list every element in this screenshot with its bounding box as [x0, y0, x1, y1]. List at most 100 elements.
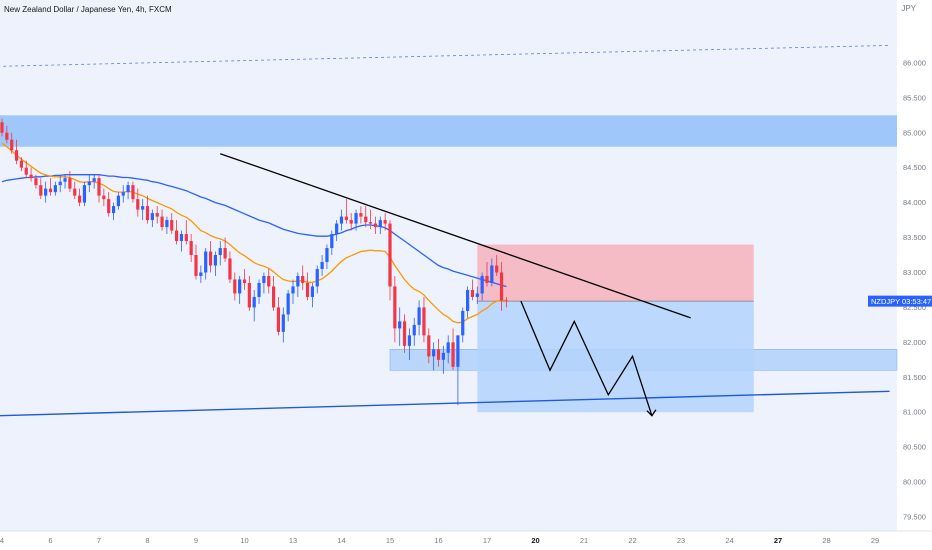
candle-body[interactable]	[262, 275, 266, 283]
candle-body[interactable]	[349, 220, 353, 224]
candle-body[interactable]	[466, 289, 470, 311]
candle-body[interactable]	[291, 286, 295, 294]
candle-body[interactable]	[286, 293, 290, 315]
candle-body[interactable]	[19, 160, 23, 168]
candle-body[interactable]	[223, 248, 227, 259]
candle-body[interactable]	[228, 258, 232, 280]
candle-body[interactable]	[63, 178, 67, 182]
candle-body[interactable]	[34, 178, 38, 186]
candle-body[interactable]	[150, 213, 154, 221]
candle-body[interactable]	[175, 230, 179, 242]
candle-body[interactable]	[310, 286, 314, 297]
candle-body[interactable]	[276, 307, 281, 332]
candle-body[interactable]	[378, 220, 382, 228]
candle-body[interactable]	[145, 206, 150, 221]
candle-body[interactable]	[78, 195, 82, 203]
candle-body[interactable]	[58, 181, 62, 186]
candle-body[interactable]	[485, 275, 489, 283]
candle-body[interactable]	[87, 181, 91, 186]
candle-body[interactable]	[436, 349, 441, 360]
candle-body[interactable]	[247, 282, 251, 308]
candle-body[interactable]	[199, 272, 203, 276]
candle-body[interactable]	[92, 178, 96, 182]
candle-body[interactable]	[504, 300, 508, 302]
candle-body[interactable]	[126, 185, 130, 193]
ema-slow-line[interactable]	[1, 174, 507, 288]
candle-body[interactable]	[68, 178, 72, 189]
candle-body[interactable]	[296, 275, 300, 287]
candle-body[interactable]	[208, 251, 213, 266]
candle-body[interactable]	[24, 167, 28, 175]
candle-body[interactable]	[402, 321, 407, 346]
candle-body[interactable]	[490, 265, 494, 283]
candle-body[interactable]	[369, 222, 373, 224]
candle-body[interactable]	[179, 234, 184, 242]
candle-body[interactable]	[393, 286, 397, 329]
candle-body[interactable]	[388, 223, 392, 287]
candle-body[interactable]	[160, 216, 164, 228]
candle-body[interactable]	[111, 206, 116, 214]
candle-body[interactable]	[165, 220, 169, 228]
candle-body[interactable]	[475, 293, 479, 297]
candle-body[interactable]	[451, 342, 455, 367]
candle-body[interactable]	[213, 255, 217, 266]
candle-body[interactable]	[131, 185, 135, 200]
candle-body[interactable]	[499, 272, 504, 301]
candle-body[interactable]	[470, 289, 475, 297]
candle-body[interactable]	[102, 195, 106, 200]
candle-body[interactable]	[0, 122, 4, 133]
resistance-zone[interactable]	[0, 115, 897, 147]
candle-body[interactable]	[335, 223, 339, 235]
candle-body[interactable]	[97, 178, 101, 196]
rising-support-trendline[interactable]	[0, 390, 890, 417]
falling-resistance-trendline[interactable]	[220, 153, 691, 319]
candle-body[interactable]	[383, 220, 387, 224]
candle-body[interactable]	[10, 139, 14, 151]
candle-body[interactable]	[39, 185, 43, 196]
candle-body[interactable]	[339, 216, 344, 224]
candle-body[interactable]	[194, 255, 198, 276]
candle-body[interactable]	[325, 248, 329, 263]
candle-body[interactable]	[407, 335, 411, 346]
candle-body[interactable]	[272, 286, 276, 308]
candle-body[interactable]	[107, 199, 111, 214]
candle-body[interactable]	[422, 307, 426, 336]
candle-body[interactable]	[73, 188, 77, 196]
candle-body[interactable]	[373, 223, 378, 228]
candle-body[interactable]	[364, 216, 368, 223]
time-axis[interactable]: 4 6 7 8 9 10 13 14 15 16 17 20 21 22 23 24 27 28 29	[0, 536, 879, 545]
candle-body[interactable]	[281, 314, 285, 332]
candle-body[interactable]	[189, 241, 193, 256]
candle-body[interactable]	[170, 220, 174, 231]
candle-body[interactable]	[5, 132, 9, 140]
candle-body[interactable]	[461, 310, 465, 336]
candle-body[interactable]	[257, 282, 261, 297]
candle-body[interactable]	[267, 275, 271, 287]
candle-body[interactable]	[238, 279, 242, 294]
candle-body[interactable]	[121, 192, 125, 196]
candle-body[interactable]	[315, 268, 319, 287]
candle-body[interactable]	[330, 234, 334, 249]
candle-body[interactable]	[141, 206, 145, 210]
candle-body[interactable]	[398, 321, 402, 329]
candle-body[interactable]	[233, 279, 237, 294]
candle-body[interactable]	[204, 251, 208, 273]
short-position-stop-zone[interactable]	[477, 244, 754, 302]
candle-body[interactable]	[301, 275, 305, 283]
candle-body[interactable]	[48, 188, 53, 193]
dashed-channel-line[interactable]	[0, 45, 890, 67]
ema-fast-line[interactable]	[1, 142, 507, 324]
candle-body[interactable]	[136, 199, 140, 210]
candle-body[interactable]	[344, 216, 348, 221]
candle-body[interactable]	[155, 213, 159, 217]
candle-body[interactable]	[29, 174, 33, 179]
candle-body[interactable]	[480, 275, 484, 294]
candle-body[interactable]	[354, 213, 358, 224]
candle-body[interactable]	[53, 185, 57, 193]
price-axis[interactable]: 86.000 85.500 85.000 84.500 84.000 83.500 83.0…	[903, 58, 926, 521]
candle-body[interactable]	[359, 213, 363, 217]
candle-body[interactable]	[427, 335, 431, 357]
candle-body[interactable]	[252, 296, 256, 308]
candle-body[interactable]	[456, 335, 460, 367]
